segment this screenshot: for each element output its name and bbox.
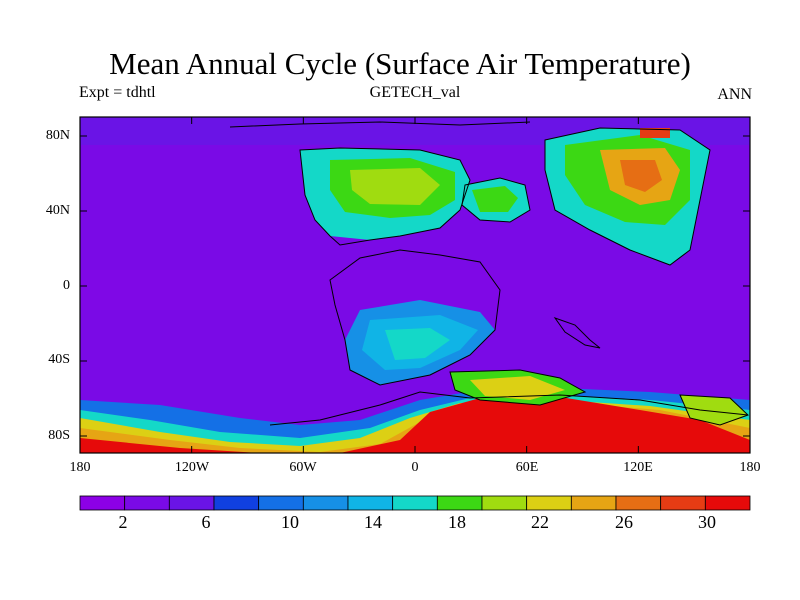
southeast-island-warm (680, 395, 748, 425)
colorbar-swatch (436, 495, 483, 511)
coastlines (229, 121, 749, 426)
colorbar-swatch (124, 495, 170, 511)
colorbar-label: 30 (698, 512, 716, 532)
colorbar-label: 22 (531, 512, 549, 532)
colorbar-swatch (168, 495, 215, 511)
colorbar-label: 18 (448, 512, 466, 532)
colorbar-swatch (660, 495, 706, 511)
south-coast-hot-region (470, 376, 565, 400)
lat-label-40n: 40N (45, 203, 70, 218)
colorbar-label: 6 (201, 512, 211, 532)
lon-label-180w: 180 (69, 460, 91, 475)
lon-label-60e: 60E (515, 460, 539, 475)
colorbar-label: 26 (615, 512, 633, 532)
colorbar (79, 495, 751, 511)
coastline-equatorial (329, 249, 501, 386)
lon-label-120w: 120W (174, 460, 210, 475)
lat-label-80s: 80S (48, 428, 70, 443)
lat-label-40s: 40S (48, 352, 70, 367)
lon-label-180e: 180 (739, 460, 761, 475)
lat-label-0: 0 (63, 278, 70, 293)
dataset-label: GETECH_val (369, 84, 461, 101)
southern-continent-center (385, 328, 450, 360)
colorbar-swatch (258, 495, 304, 511)
central-north-island-warm (472, 186, 518, 212)
chart-title: Mean Annual Cycle (Surface Air Temperatu… (109, 46, 691, 81)
lat-label-80n: 80N (45, 128, 70, 143)
colorbar-swatch (79, 495, 126, 511)
northeast-continent-core (620, 160, 662, 192)
coastline-small-island (553, 317, 601, 349)
coastline-south (449, 369, 587, 406)
colorbar-swatch (302, 495, 349, 511)
colorbar-swatch (570, 495, 617, 511)
colorbar-swatch (347, 495, 394, 511)
colorbar-label: 14 (364, 512, 382, 532)
northeast-corner-hot (640, 128, 670, 138)
colorbar-swatch (615, 495, 662, 511)
temperature-field (80, 117, 750, 453)
colorbar-label: 10 (281, 512, 299, 532)
colorbar-swatch (481, 495, 528, 511)
coastline-southeast-island (679, 394, 749, 426)
coastline-arctic (229, 121, 531, 128)
lon-label-0: 0 (411, 460, 419, 475)
colorbar-swatch (392, 495, 438, 511)
colorbar-swatch (704, 495, 751, 511)
coastline-north-1 (299, 147, 471, 246)
axis-ticks (79, 117, 751, 453)
coastline-central-island (461, 177, 531, 223)
coastline-antarctic (269, 391, 749, 426)
colorbar-swatch (213, 495, 260, 511)
coastline-northeast (544, 127, 711, 266)
season-label: ANN (717, 86, 752, 103)
southern-hot-region (80, 397, 750, 453)
lon-label-120e: 120E (623, 460, 653, 475)
colorbar-label: 2 (118, 512, 128, 532)
north-continent-center (350, 168, 440, 205)
experiment-label: Expt = tdhtl (79, 84, 156, 101)
lon-label-60w: 60W (289, 460, 317, 475)
colorbar-swatch (526, 495, 572, 511)
